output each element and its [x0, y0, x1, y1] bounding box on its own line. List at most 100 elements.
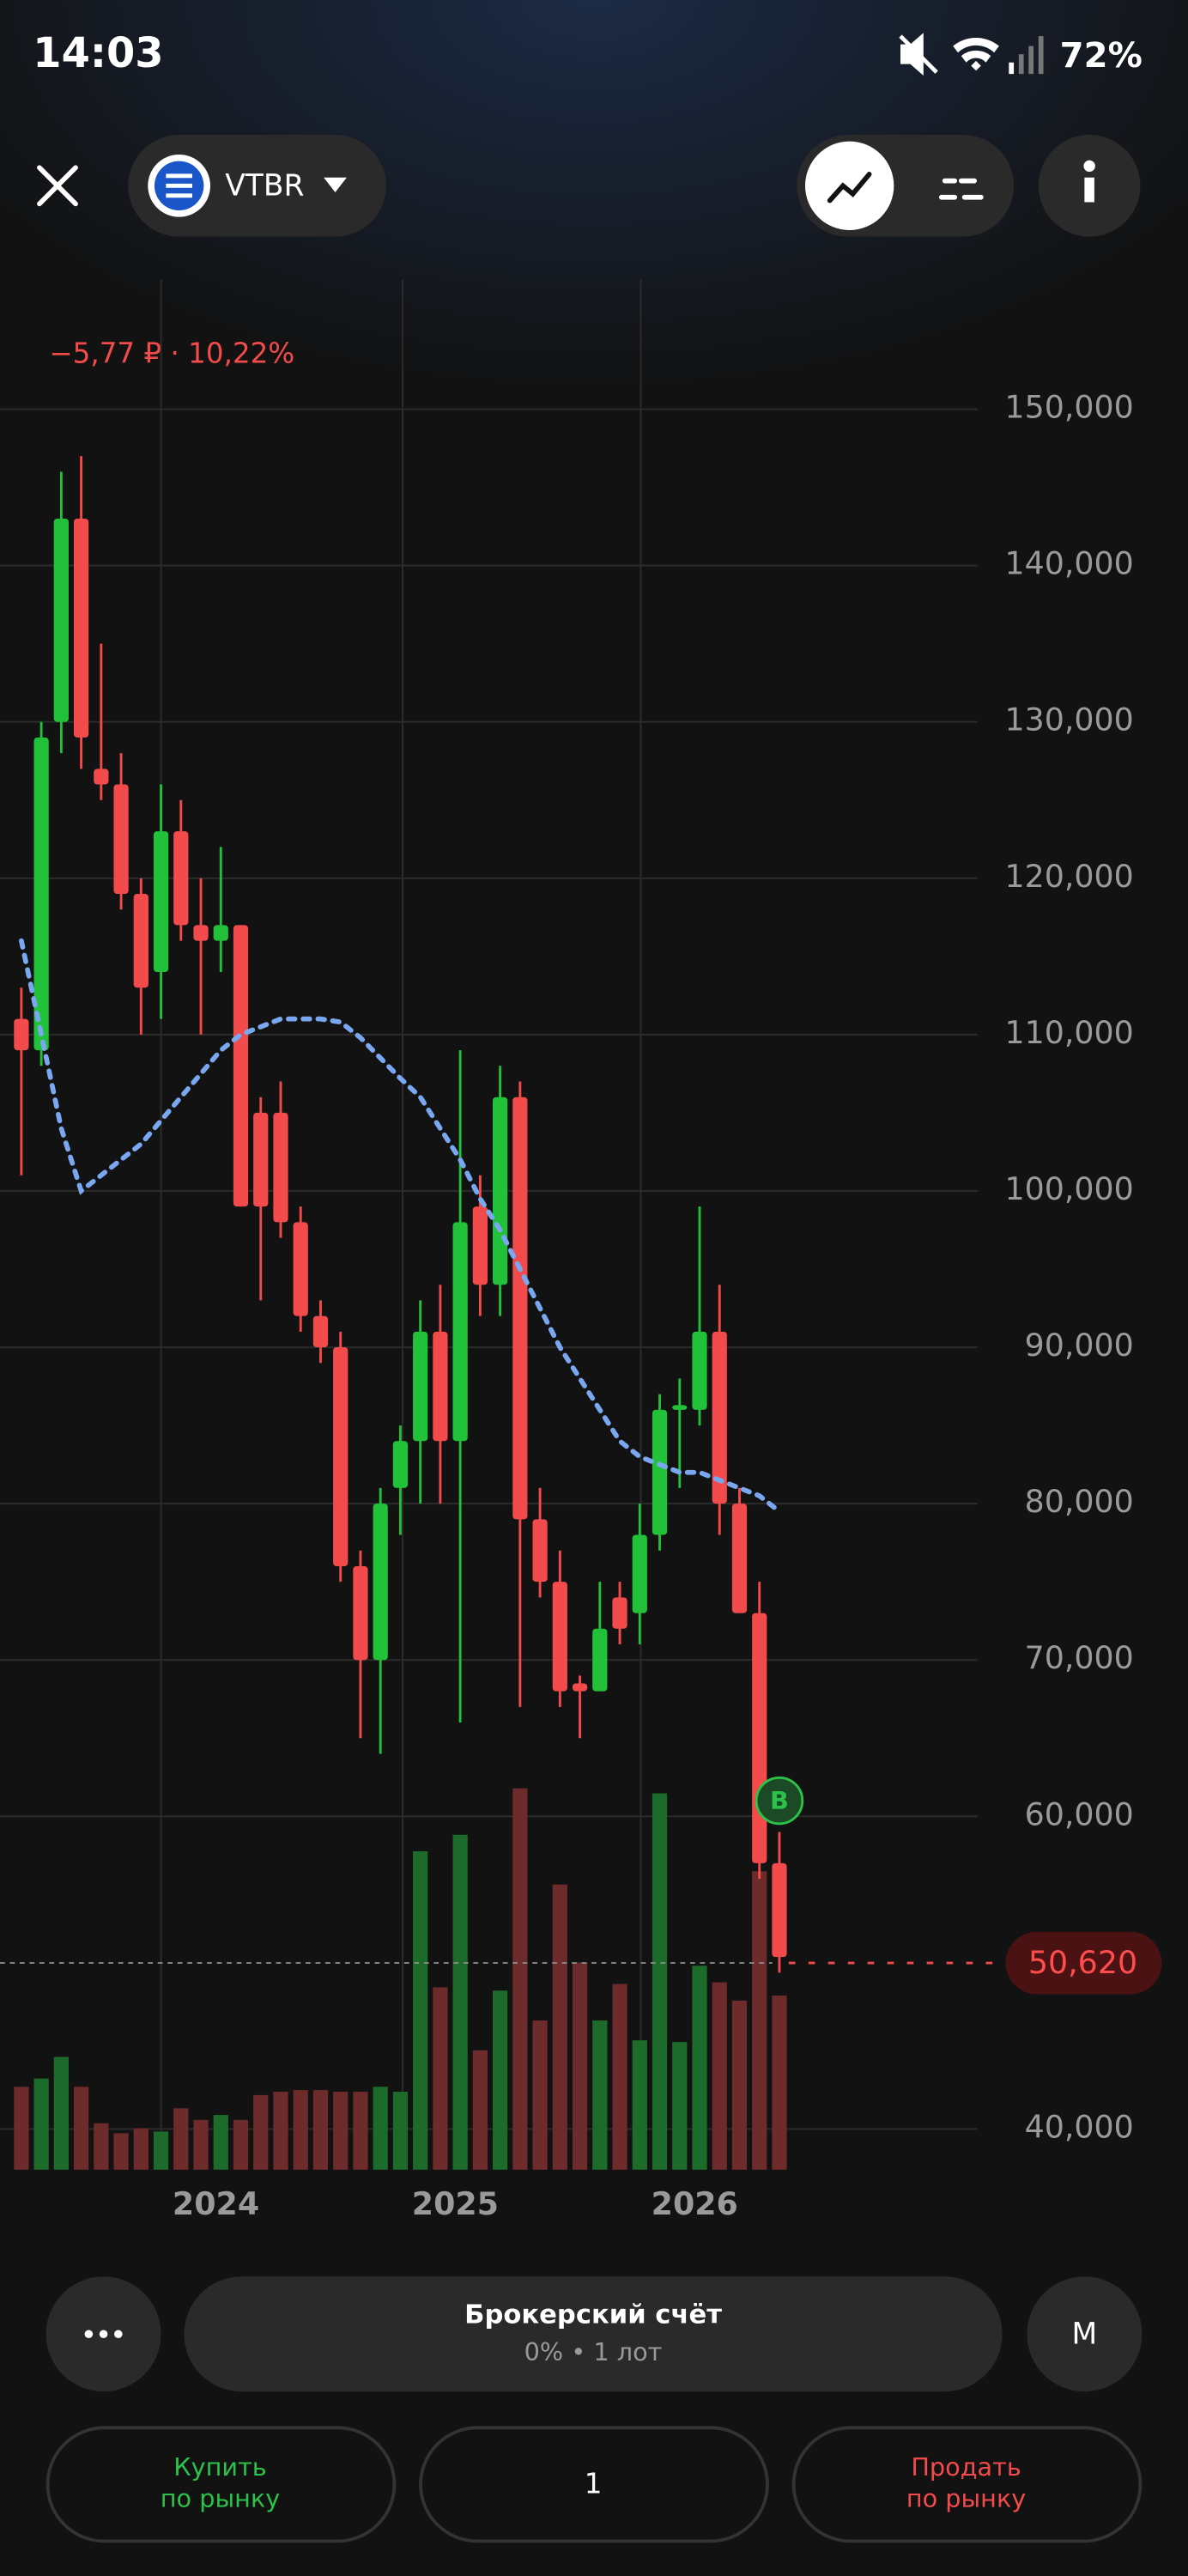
candle-body: [173, 831, 189, 926]
order-mode-button[interactable]: [1027, 2276, 1143, 2392]
volume-bar: [572, 1962, 588, 2170]
info-icon-dot: [1083, 160, 1095, 173]
wifi-icon: [953, 37, 999, 71]
candle-body: [532, 1519, 548, 1583]
chart-type-toggle[interactable]: [797, 134, 1015, 237]
buy-label[interactable]: по рынку: [161, 2484, 280, 2513]
vertical-grid: [160, 279, 642, 2170]
volume-bar: [692, 1965, 707, 2170]
volume-bar: [612, 1984, 627, 2170]
candle-body: [612, 1597, 627, 1629]
candle-body: [712, 1331, 727, 1504]
candle-body: [652, 1409, 668, 1535]
last-price-tag: [1005, 1931, 1162, 1995]
y-tick-label: 100,000: [1004, 1170, 1133, 1207]
sell-label[interactable]: по рынку: [906, 2484, 1026, 2513]
signal-bar: [1028, 46, 1034, 75]
ticker-selector[interactable]: VTBR: [128, 134, 386, 237]
ticker-logo-lines: [166, 173, 192, 198]
candle-body: [113, 784, 129, 895]
candle-body: [552, 1582, 567, 1692]
candle-body: [413, 1331, 428, 1442]
volume-bar: [512, 1788, 528, 2170]
account-selector[interactable]: [184, 2276, 1003, 2392]
quantity[interactable]: 1: [585, 2467, 603, 2500]
candle-body: [253, 1112, 269, 1207]
trade-marker: [755, 1776, 804, 1826]
candle-body: [392, 1441, 409, 1488]
x-tick-label: 2025: [412, 2185, 499, 2222]
candle-body: [333, 1347, 349, 1566]
account-subtitle: 0% • 1 лот: [524, 2337, 663, 2366]
volume-bar: [113, 2133, 129, 2170]
candle-body: [731, 1504, 748, 1613]
volume-bar: [472, 2050, 488, 2170]
y-tick-label: 70,000: [1025, 1639, 1134, 1676]
quantity-field[interactable]: [419, 2426, 769, 2543]
candle-body: [512, 1097, 528, 1520]
sell-button[interactable]: [791, 2426, 1143, 2543]
moving-average: [19, 938, 782, 1515]
candle-body: [14, 1018, 29, 1051]
volume-bar: [731, 2000, 748, 2170]
order-mode[interactable]: M: [1072, 2318, 1098, 2352]
volume-bar: [73, 2087, 89, 2170]
candle-body: [472, 1206, 488, 1285]
y-tick-label: 80,000: [1025, 1483, 1134, 1520]
volume-bar: [133, 2128, 148, 2170]
candle-body: [433, 1331, 448, 1442]
account-title: Брокерский счёт: [464, 2300, 722, 2330]
battery-level: 72%: [1060, 36, 1143, 76]
candle-body: [672, 1405, 688, 1410]
volume-bar: [353, 2092, 368, 2170]
volume-bar: [373, 2087, 388, 2170]
buy-button[interactable]: [45, 2426, 397, 2543]
y-tick-label: 130,000: [1004, 702, 1133, 738]
candle-body: [752, 1613, 767, 1863]
volume-bar: [253, 2094, 269, 2170]
candle-body: [493, 1097, 508, 1285]
volume-bar: [712, 1982, 727, 2170]
volume-bar: [592, 2020, 608, 2170]
candle-body: [193, 925, 209, 941]
volume-bar: [273, 2092, 288, 2170]
candle-body: [373, 1504, 388, 1661]
price-change: −5,77 ₽ · 10,22%: [49, 337, 294, 369]
candle-body: [692, 1331, 707, 1410]
volume-bar: [94, 2123, 109, 2170]
status-icons: [899, 33, 1044, 76]
signal-bar: [1038, 36, 1044, 75]
sell-label[interactable]: Продать: [911, 2452, 1021, 2482]
volume-bar: [33, 2078, 49, 2170]
volume-bar: [53, 2057, 69, 2170]
volume-bar: [772, 1996, 787, 2170]
volume-bar: [153, 2131, 169, 2170]
volume-bar: [193, 2119, 209, 2170]
candle-body: [592, 1628, 608, 1692]
buy-label[interactable]: Купить: [173, 2452, 266, 2482]
y-tick-label: 60,000: [1025, 1795, 1134, 1832]
volume-bar: [392, 2092, 409, 2170]
line-mode-button[interactable]: [804, 141, 894, 230]
signal-bar: [1009, 62, 1015, 75]
volume-bar: [452, 1834, 468, 2170]
signal-bar: [1018, 54, 1024, 75]
candle-body: [772, 1862, 787, 1958]
volume-bar: [532, 2020, 548, 2170]
last-price-label: 50,620: [1028, 1944, 1137, 1981]
ticker-name[interactable]: VTBR: [225, 169, 304, 204]
more-icon: [84, 2330, 123, 2339]
candle-body: [293, 1222, 308, 1316]
volume-bar: [233, 2119, 249, 2170]
volume-bar: [493, 1990, 508, 2170]
volume-bar: [413, 1851, 428, 2170]
candle-body: [353, 1565, 368, 1661]
candle-mode-button[interactable]: [938, 178, 984, 200]
y-tick-label: 150,000: [1004, 389, 1133, 426]
candle-body: [33, 737, 49, 1051]
close-button[interactable]: [37, 165, 78, 207]
candle-body: [273, 1112, 288, 1223]
candle-body: [312, 1315, 329, 1348]
x-tick-label: 2024: [173, 2185, 259, 2222]
mute-slash: [899, 34, 938, 74]
